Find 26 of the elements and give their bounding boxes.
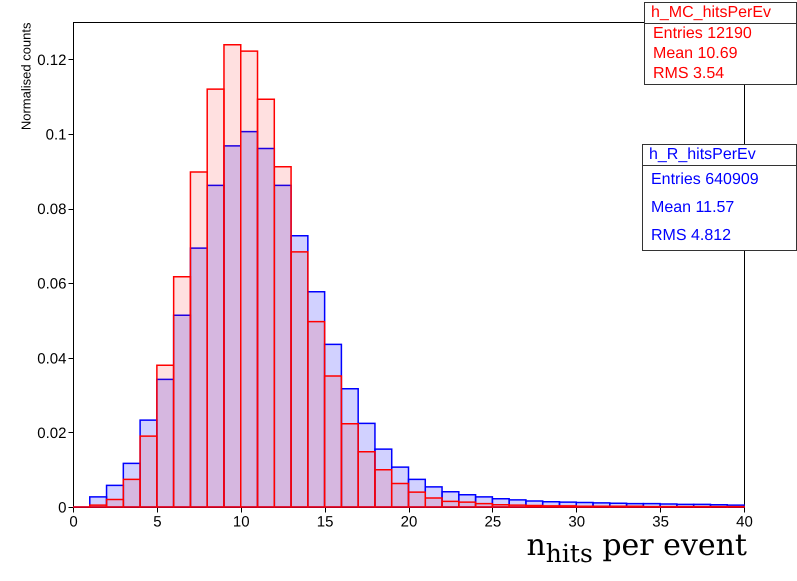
text: h_MC_hitsPerEv: [645, 3, 796, 24]
x-tick-label: 15: [316, 514, 334, 530]
annotation: RMS 4.812: [650, 226, 732, 246]
annotation: Entries 640909: [650, 170, 760, 190]
x-tick-label: 40: [736, 514, 753, 530]
y-tick-label: 0.08: [37, 201, 66, 218]
y-tick-label: 0.06: [37, 276, 66, 293]
annotation: Entries 12190: [652, 24, 753, 44]
y-tick-label: 0.04: [37, 350, 66, 368]
x-tick-label: 0: [69, 514, 78, 530]
annotation: RMS 3.54: [652, 64, 726, 84]
annotation: Mean 11.57: [650, 198, 736, 218]
x-tick-label: 5: [153, 514, 162, 530]
text: h_R_hitsPerEv: [643, 145, 796, 166]
y-tick-label: 0.02: [37, 424, 66, 442]
x-tick-label: 35: [652, 514, 669, 530]
annotation: Mean 10.69: [652, 44, 739, 64]
x-axis-title: n$_{hits}$ per event: [526, 528, 747, 568]
x-tick-label: 30: [568, 514, 586, 530]
y-tick-label: 0.12: [37, 52, 66, 69]
x-tick-label: 10: [232, 514, 250, 530]
x-tick-label: 20: [400, 514, 418, 530]
y-axis-title: Normalised counts: [18, 22, 34, 130]
x-tick-label: 25: [484, 514, 502, 530]
y-tick-label: 0: [58, 500, 66, 516]
y-tick-label: 0.1: [46, 126, 66, 144]
